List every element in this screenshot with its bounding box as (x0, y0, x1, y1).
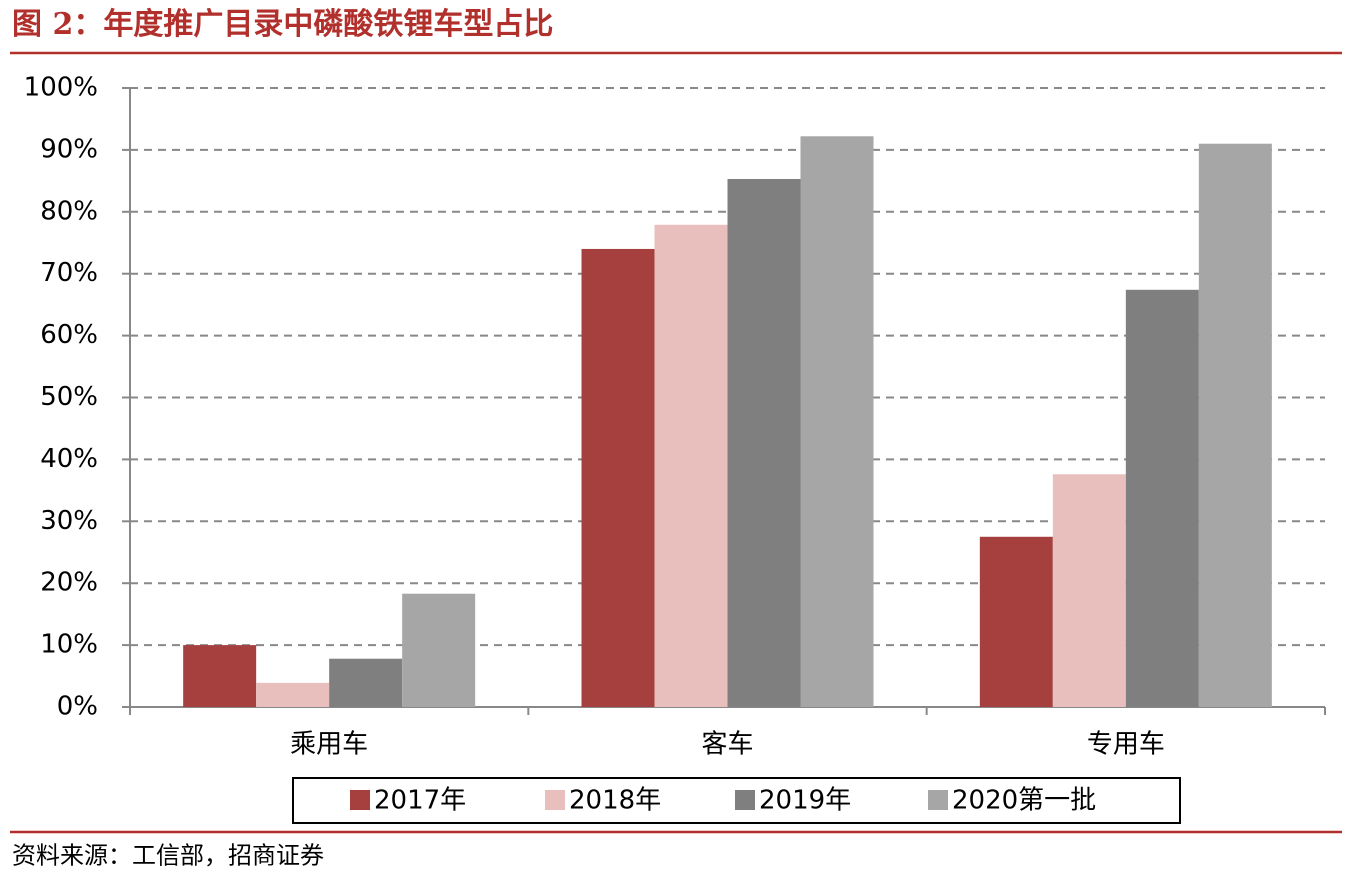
legend-label: 2018年 (569, 786, 661, 816)
bar (800, 136, 874, 708)
source-note: 资料来源：工信部，招商证券 (12, 842, 324, 870)
y-tick-label: 0% (57, 692, 98, 722)
y-tick-label: 40% (40, 444, 98, 474)
y-tick-label: 10% (40, 630, 98, 660)
y-tick-label: 70% (40, 258, 98, 288)
chart-title: 图 2：年度推广目录中磷酸铁锂车型占比 (12, 7, 553, 42)
legend-label: 2019年 (759, 786, 851, 816)
legend-swatch (350, 790, 370, 810)
bar (727, 178, 801, 708)
bar (654, 224, 728, 707)
y-tick-label: 50% (40, 382, 98, 412)
bar (1125, 289, 1199, 707)
bar (402, 593, 476, 707)
bar (329, 658, 403, 707)
bar (183, 645, 257, 707)
bar (979, 536, 1053, 707)
legend-swatch (928, 790, 948, 810)
bar (581, 248, 655, 707)
bar (1052, 474, 1126, 707)
legend-label: 2017年 (374, 786, 466, 816)
x-tick-label: 乘用车 (290, 730, 368, 760)
legend-label: 2020第一批 (952, 786, 1096, 816)
legend-swatch (735, 790, 755, 810)
y-tick-label: 30% (40, 506, 98, 536)
x-tick-label: 专用车 (1087, 730, 1165, 760)
bar (1198, 143, 1272, 707)
legend-swatch (545, 790, 565, 810)
y-tick-label: 20% (40, 568, 98, 598)
y-tick-label: 80% (40, 196, 98, 226)
bar (256, 682, 330, 707)
y-tick-label: 60% (40, 320, 98, 350)
x-tick-label: 客车 (701, 730, 753, 760)
legend-box (292, 777, 1181, 824)
y-tick-label: 90% (40, 134, 98, 164)
y-tick-label: 100% (24, 73, 98, 103)
